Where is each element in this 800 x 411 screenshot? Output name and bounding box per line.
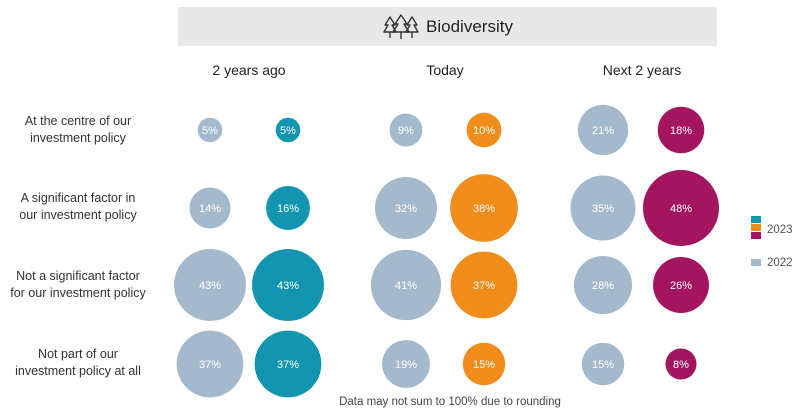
bubble-label-today-not-part-2023: 15% xyxy=(473,359,495,371)
chart-title: Biodiversity xyxy=(426,16,513,36)
forest-icon xyxy=(383,13,419,39)
bubble-label-2-years-ago-centre-2023: 5% xyxy=(280,125,296,137)
bubble-2-years-ago-not-significant-2022 xyxy=(174,249,246,321)
bubble-label-today-not-significant-2022: 41% xyxy=(395,280,417,292)
row-label-not-part: Not part of our investment policy at all xyxy=(15,347,141,378)
bubble-label-today-centre-2022: 9% xyxy=(398,125,414,137)
column-header-today: Today xyxy=(426,62,464,78)
bubble-label-2-years-ago-significant-2022: 14% xyxy=(199,203,221,215)
bubble-next-2-years-significant-2022 xyxy=(570,175,636,241)
chart-title-bar: Biodiversity xyxy=(178,7,717,46)
bubble-next-2-years-significant-2023 xyxy=(643,170,719,246)
bubble-label-today-not-part-2022: 19% xyxy=(395,359,417,371)
legend-label-2023: 2023 xyxy=(767,224,793,236)
bubble-today-centre-2022 xyxy=(389,113,423,147)
bubble-label-today-significant-2023: 38% xyxy=(473,203,495,215)
legend-label-2022: 2022 xyxy=(767,257,793,269)
bubble-today-significant-2022 xyxy=(374,176,438,240)
bubble-next-2-years-not-significant-2022 xyxy=(573,255,633,315)
bubble-2-years-ago-not-part-2023 xyxy=(254,330,322,398)
bubble-next-2-years-not-part-2023 xyxy=(665,348,697,380)
bubble-label-2-years-ago-not-part-2023: 37% xyxy=(277,359,299,371)
legend-2023-swatch xyxy=(751,216,761,240)
row-label-centre: At the centre of our investment policy xyxy=(24,114,132,145)
column-header-next-2-years: Next 2 years xyxy=(602,62,682,78)
bubble-label-next-2-years-not-significant-2022: 28% xyxy=(592,280,614,292)
bubble-label-next-2-years-not-part-2023: 8% xyxy=(673,359,689,371)
bubble-label-next-2-years-not-significant-2023: 26% xyxy=(670,280,692,292)
bubble-label-next-2-years-centre-2022: 21% xyxy=(592,125,614,137)
bubble-label-today-significant-2022: 32% xyxy=(395,203,417,215)
bubble-today-not-significant-2023 xyxy=(450,251,518,319)
bubble-next-2-years-not-significant-2023 xyxy=(653,257,709,313)
bubble-2-years-ago-significant-2022 xyxy=(189,187,231,229)
bubble-today-not-part-2022 xyxy=(382,340,430,388)
bubble-label-2-years-ago-centre-2022: 5% xyxy=(202,125,218,137)
row-label-not-significant: Not a significant factor for our investme… xyxy=(10,269,146,300)
bubble-today-not-part-2023 xyxy=(462,342,506,386)
bubble-next-2-years-centre-2023 xyxy=(657,106,705,154)
column-header-2-years-ago: 2 years ago xyxy=(212,62,286,78)
bubble-today-significant-2023 xyxy=(450,174,518,242)
footnote: Data may not sum to 100% due to rounding xyxy=(339,396,561,408)
bubble-2-years-ago-significant-2023 xyxy=(266,186,310,230)
bubble-label-2-years-ago-significant-2023: 16% xyxy=(277,203,299,215)
bubble-label-next-2-years-significant-2022: 35% xyxy=(592,203,614,215)
bubble-next-2-years-centre-2022 xyxy=(577,104,629,156)
bubble-2-years-ago-not-significant-2023 xyxy=(252,249,324,321)
bubble-label-2-years-ago-not-part-2022: 37% xyxy=(199,359,221,371)
bubble-2-years-ago-centre-2023 xyxy=(275,117,301,143)
bubble-today-centre-2023 xyxy=(466,112,502,148)
bubble-label-today-centre-2023: 10% xyxy=(473,125,495,137)
bubble-today-not-significant-2022 xyxy=(370,249,442,321)
bubble-label-2-years-ago-not-significant-2022: 43% xyxy=(199,280,221,292)
bubble-label-next-2-years-not-part-2022: 15% xyxy=(592,359,614,371)
bubble-label-2-years-ago-not-significant-2023: 43% xyxy=(277,280,299,292)
bubble-next-2-years-not-part-2022 xyxy=(581,342,625,386)
bubble-label-next-2-years-significant-2023: 48% xyxy=(670,203,692,215)
bubble-2-years-ago-not-part-2022 xyxy=(176,330,244,398)
bubble-label-next-2-years-centre-2023: 18% xyxy=(670,125,692,137)
bubble-2-years-ago-centre-2022 xyxy=(197,117,223,143)
legend-2022-swatch xyxy=(751,259,761,267)
row-label-significant: A significant factor in our investment po… xyxy=(19,191,137,222)
bubble-label-today-not-significant-2023: 37% xyxy=(473,280,495,292)
